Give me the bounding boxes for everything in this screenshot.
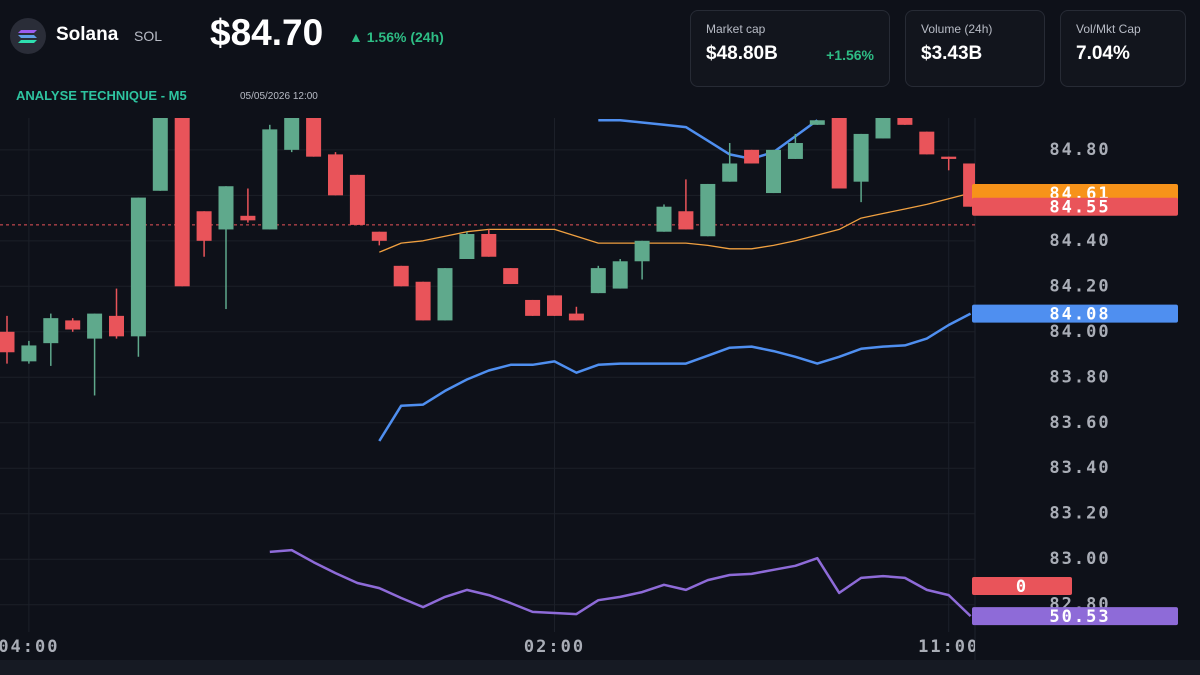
overlay-line [379, 192, 971, 253]
candle-body [240, 215, 256, 221]
candle-body [809, 120, 825, 125]
card-value: $3.43B [921, 43, 983, 64]
candle-body [963, 163, 975, 207]
card-label: Volume (24h) [921, 22, 993, 36]
indicator-line [269, 548, 972, 618]
y-tick-label: 83.40 [1049, 458, 1110, 478]
candle-body [547, 295, 562, 316]
section-title: ANALYSE TECHNIQUE - M5 [16, 88, 187, 103]
y-tick-label: 83.00 [1049, 549, 1110, 569]
x-tick-label: 04:00 [0, 637, 59, 657]
price-tag-label: 50.53 [1049, 607, 1110, 627]
candle-body [262, 129, 278, 230]
stat-card: Market cap $48.80B +1.56% [690, 10, 890, 87]
candle-body [481, 233, 497, 257]
candle-body [174, 118, 190, 287]
coin-name: Solana [56, 24, 119, 45]
price-tag-label: 84.55 [1049, 198, 1110, 218]
candle-body [831, 118, 847, 189]
candle-body [744, 149, 760, 164]
candle-body [722, 163, 738, 182]
candle-body [109, 315, 124, 337]
y-tick-label: 83.60 [1049, 413, 1110, 433]
candle-body [393, 265, 409, 287]
candle-body [306, 118, 322, 157]
candle-body [218, 186, 234, 230]
x-axis: 04:00 02:00 11:00 [0, 637, 979, 657]
candle-body [919, 131, 935, 155]
overlay-line [378, 312, 972, 442]
plot [0, 118, 975, 618]
candle-body [0, 331, 15, 353]
candle-body [459, 233, 475, 260]
grid [0, 118, 975, 632]
indicator-tag [972, 577, 1072, 595]
card-label: Vol/Mkt Cap [1076, 22, 1141, 36]
candle-body [897, 118, 913, 125]
candle-body [853, 133, 869, 182]
candle-body [371, 231, 387, 241]
candle-body [656, 206, 672, 232]
price-tag [972, 304, 1178, 323]
candle-body [196, 211, 212, 241]
candle-body [284, 118, 300, 150]
candle-body [503, 268, 519, 285]
y-tick-label: 83.80 [1049, 367, 1110, 387]
overlay-line [598, 119, 819, 161]
bottom-bar [0, 660, 1200, 675]
stat-card: Vol/Mkt Cap 7.04% [1060, 10, 1186, 87]
candle-body [21, 345, 37, 362]
y-axis: 82.8083.0083.2083.4083.6083.8084.0084.20… [1049, 140, 1110, 615]
y-tick-label: 84.80 [1049, 140, 1110, 160]
candle-body [590, 268, 606, 294]
candle-body [415, 281, 431, 321]
candle-body [87, 313, 103, 339]
price-tag [972, 197, 1178, 216]
timestamp: 05/05/2026 12:00 [240, 91, 318, 102]
card-value: $48.80B [706, 43, 778, 64]
candle-body [787, 143, 803, 159]
candle-body [130, 197, 146, 337]
y-tick-label: 84.00 [1049, 322, 1110, 342]
indicator-tag-label: 0 [1016, 577, 1028, 597]
candle-body [349, 174, 365, 225]
candle-body [700, 183, 716, 237]
x-tick-label: 11:00 [918, 637, 979, 657]
y-tick-label: 84.40 [1049, 231, 1110, 251]
y-tick-label: 83.20 [1049, 504, 1110, 524]
card-change: +1.56% [826, 47, 874, 63]
card-value: 7.04% [1076, 43, 1130, 64]
stat-card: Volume (24h) $3.43B [905, 10, 1045, 87]
price-tag [972, 607, 1178, 626]
candle-body [152, 118, 168, 191]
candle-body [678, 211, 694, 230]
candle-body [875, 118, 891, 139]
price-tag [972, 184, 1178, 203]
candle-body [612, 261, 628, 289]
candle-body [568, 313, 584, 321]
candle-body [437, 268, 453, 321]
coin-symbol: SOL [134, 28, 163, 44]
y-tick-label: 84.20 [1049, 276, 1110, 296]
coin-price: $84.70 [210, 12, 324, 53]
candle-body [525, 299, 541, 316]
candle-body [941, 156, 957, 159]
candle-body [634, 240, 650, 262]
price-change: ▲ 1.56% (24h) [349, 29, 444, 45]
x-tick-label: 02:00 [524, 637, 585, 657]
solana-logo [10, 18, 46, 54]
card-label: Market cap [706, 22, 766, 36]
candle-body [328, 154, 343, 196]
price-tag-label: 84.08 [1049, 305, 1110, 325]
candle-body [65, 320, 81, 330]
candle-body [43, 318, 59, 344]
candle-body [766, 149, 781, 194]
